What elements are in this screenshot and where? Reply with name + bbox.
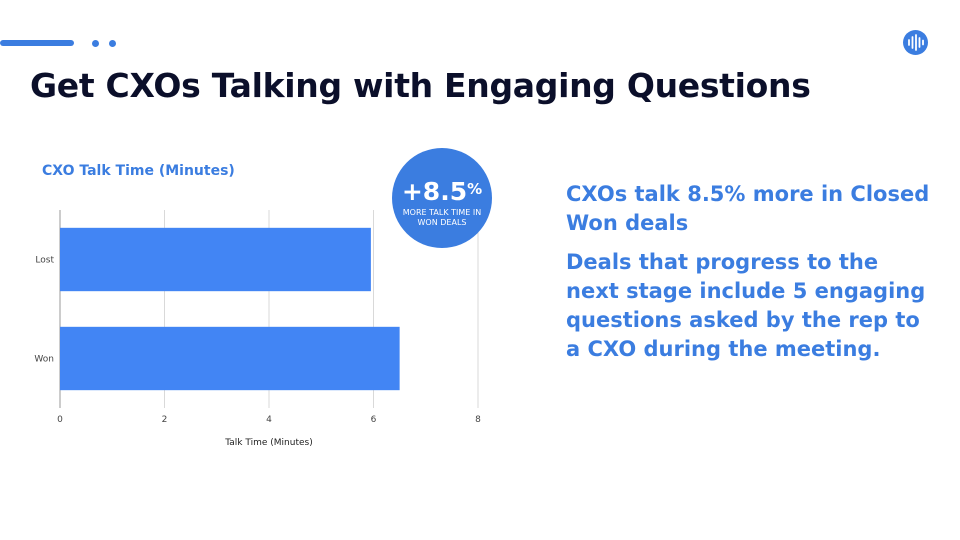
accent-dot — [92, 40, 99, 47]
accent-dot — [109, 40, 116, 47]
accent-bar — [0, 40, 74, 46]
insight-closed-won: CXOs talk 8.5% more in Closed Won deals — [566, 182, 930, 235]
bar-lost — [60, 227, 371, 292]
talk-time-bar-chart: 0 2 4 6 8 Lost Won Talk Time (Minutes) — [34, 210, 481, 448]
talk-time-badge: +8.5% MORE TALK TIME IN WON DEALS — [392, 148, 492, 248]
x-tick-label: 2 — [162, 415, 168, 425]
badge-unit: % — [467, 180, 483, 198]
x-tick-label: 0 — [57, 415, 63, 425]
category-label: Won — [34, 355, 54, 365]
x-tick-label: 6 — [371, 415, 377, 425]
insight-engaging-questions: Deals that progress to the next stage in… — [566, 250, 926, 361]
bar-won — [60, 326, 400, 391]
badge-number: +8.5 — [401, 177, 468, 206]
badge-caption: MORE TALK TIME IN WON DEALS — [402, 208, 482, 227]
page-title: Get CXOs Talking with Engaging Questions — [30, 66, 811, 105]
chart-title: CXO Talk Time (Minutes) — [42, 163, 235, 179]
category-label: Lost — [35, 256, 54, 266]
x-tick-label: 8 — [475, 415, 481, 425]
x-tick-label: 4 — [266, 415, 272, 425]
badge-value: +8.5% — [392, 178, 492, 206]
x-axis-label: Talk Time (Minutes) — [224, 438, 312, 448]
sound-wave-icon — [903, 30, 928, 55]
